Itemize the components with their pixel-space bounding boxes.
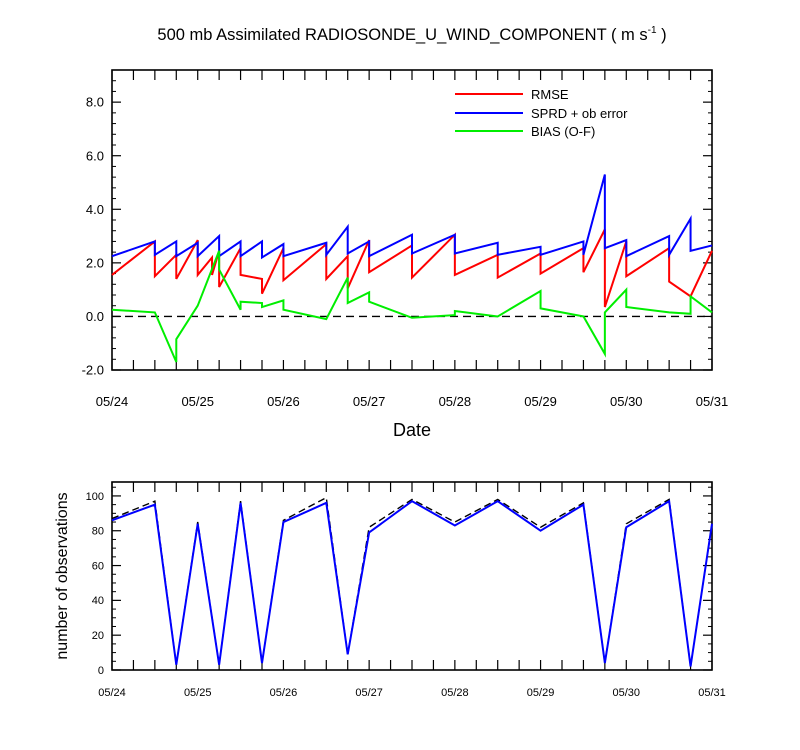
bottom-series-lines xyxy=(111,496,713,667)
x-tick-label: 05/31 xyxy=(696,394,729,409)
legend: RMSE SPRD + ob error BIAS (O-F) xyxy=(455,87,628,139)
y-tick-label: 20 xyxy=(92,630,104,642)
x-tick-label: 05/26 xyxy=(267,394,300,409)
top-axis-ticks: -2.0 0.0 2.0 4.0 6.0 8.0 05/24 05/25 05/26 05/27 0… xyxy=(82,69,729,409)
series-line-sprd-ob-error xyxy=(111,174,713,260)
y-tick-label: 0.0 xyxy=(86,309,104,324)
y-tick-label: 0 xyxy=(98,665,104,677)
y-tick-label: -2.0 xyxy=(82,363,104,378)
x-tick-label: 05/28 xyxy=(439,394,472,409)
y-tick-label: 2.0 xyxy=(86,255,104,270)
y-tick-label: 40 xyxy=(92,595,104,607)
y-tick-label: 6.0 xyxy=(86,148,104,163)
chart-title: 500 mb Assimilated RADIOSONDE_U_WIND_COM… xyxy=(157,25,666,44)
y-tick-label: 80 xyxy=(92,526,104,538)
x-tick-label: 05/28 xyxy=(441,687,469,699)
series-line-possible xyxy=(111,496,713,667)
x-tick-label: 05/29 xyxy=(524,394,557,409)
x-tick-label: 05/25 xyxy=(181,394,214,409)
legend-label-sprd: SPRD + ob error xyxy=(531,106,628,121)
x-tick-label: 05/29 xyxy=(527,687,555,699)
y-axis-label-observations: number of observations xyxy=(54,492,71,659)
x-tick-label: 05/24 xyxy=(96,394,129,409)
chart-title-superscript: -1 xyxy=(648,25,657,36)
x-tick-label: 05/25 xyxy=(184,687,212,699)
bottom-axis-ticks: 0 20 40 60 80 100 05/24 05/25 05/26 05/27 05/28 05/… xyxy=(86,482,726,699)
y-tick-label: 60 xyxy=(92,560,104,572)
x-tick-label: 05/24 xyxy=(98,687,126,699)
x-tick-label: 05/31 xyxy=(698,687,726,699)
legend-label-rmse: RMSE xyxy=(531,87,569,102)
series-line-used xyxy=(111,499,713,667)
series-line-bias-o-f xyxy=(111,250,713,363)
x-tick-label: 05/27 xyxy=(355,687,383,699)
x-tick-label: 05/27 xyxy=(353,394,386,409)
x-axis-label: Date xyxy=(393,420,431,440)
bottom-plot-frame xyxy=(111,481,713,671)
legend-label-bias: BIAS (O-F) xyxy=(531,124,595,139)
y-tick-label: 4.0 xyxy=(86,202,104,217)
chart-title-close: ) xyxy=(657,26,667,44)
x-tick-label: 05/30 xyxy=(613,687,641,699)
chart-title-main: 500 mb Assimilated RADIOSONDE_U_WIND_COM… xyxy=(157,26,647,44)
y-tick-label: 8.0 xyxy=(86,95,104,110)
x-tick-label: 05/26 xyxy=(270,687,298,699)
y-tick-label: 100 xyxy=(86,491,104,503)
top-series-lines xyxy=(111,174,713,363)
x-tick-label: 05/30 xyxy=(610,394,643,409)
